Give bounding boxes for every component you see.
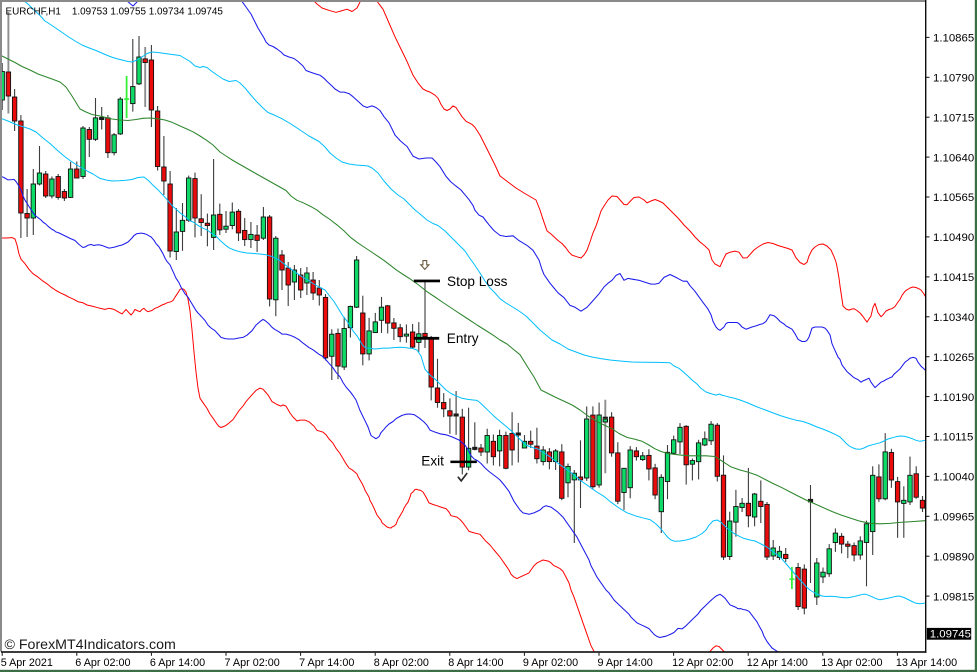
svg-text:© ForexMT4Indicators.com: © ForexMT4Indicators.com [5, 637, 176, 653]
svg-text:7 Apr 14:00: 7 Apr 14:00 [299, 657, 354, 669]
svg-text:1.09965: 1.09965 [933, 512, 974, 524]
svg-text:1.10790: 1.10790 [933, 73, 974, 85]
svg-text:12 Apr 02:00: 12 Apr 02:00 [672, 657, 733, 669]
svg-text:9 Apr 02:00: 9 Apr 02:00 [523, 657, 578, 669]
svg-text:1.10715: 1.10715 [933, 112, 974, 124]
svg-text:1.10040: 1.10040 [933, 472, 974, 484]
svg-text:12 Apr 14:00: 12 Apr 14:00 [747, 657, 808, 669]
svg-text:13 Apr 02:00: 13 Apr 02:00 [821, 657, 882, 669]
svg-text:Stop Loss: Stop Loss [447, 274, 508, 289]
svg-text:1.10190: 1.10190 [933, 392, 974, 404]
svg-text:1.10865: 1.10865 [933, 33, 974, 45]
svg-text:8 Apr 14:00: 8 Apr 14:00 [448, 657, 503, 669]
svg-text:1.10415: 1.10415 [933, 272, 974, 284]
svg-text:6 Apr 14:00: 6 Apr 14:00 [150, 657, 205, 669]
svg-text:EURCHF,H1 1.09753 1.09755 1: EURCHF,H1 1.09753 1.09755 1.09734 1.0974… [6, 6, 224, 17]
svg-text:7 Apr 02:00: 7 Apr 02:00 [225, 657, 280, 669]
svg-text:1.09745: 1.09745 [930, 628, 971, 640]
svg-text:1.09815: 1.09815 [933, 591, 974, 603]
svg-text:1.09890: 1.09890 [933, 551, 974, 563]
svg-text:1.10640: 1.10640 [933, 152, 974, 164]
svg-text:1.10565: 1.10565 [933, 192, 974, 204]
svg-text:5 Apr 2021: 5 Apr 2021 [1, 657, 53, 669]
svg-text:Entry: Entry [447, 331, 479, 346]
svg-text:1.10340: 1.10340 [933, 312, 974, 324]
svg-text:1.10115: 1.10115 [933, 432, 973, 444]
svg-text:Exit: Exit [421, 453, 444, 468]
svg-text:6 Apr 02:00: 6 Apr 02:00 [75, 657, 130, 669]
svg-text:13 Apr 14:00: 13 Apr 14:00 [896, 657, 957, 669]
svg-text:8 Apr 02:00: 8 Apr 02:00 [374, 657, 429, 669]
svg-text:1.10265: 1.10265 [933, 352, 974, 364]
svg-text:1.10490: 1.10490 [933, 232, 974, 244]
svg-text:9 Apr 14:00: 9 Apr 14:00 [598, 657, 653, 669]
